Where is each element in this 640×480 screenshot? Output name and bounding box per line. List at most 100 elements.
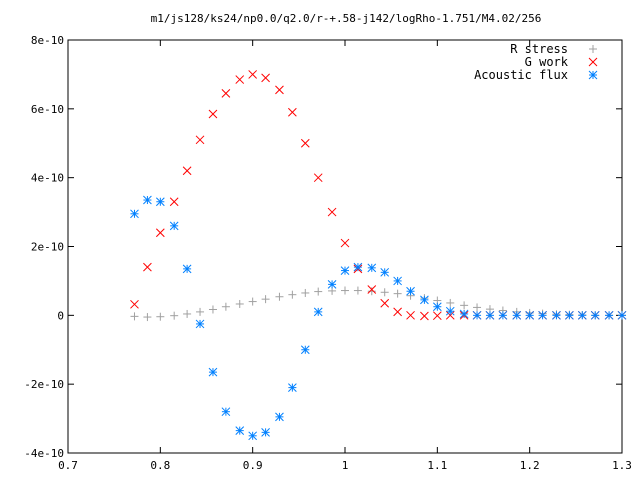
point-r-stress — [288, 290, 297, 299]
series-g-work — [130, 70, 627, 321]
point-acoustic-flux — [169, 221, 179, 231]
point-acoustic-flux — [590, 310, 600, 320]
point-g-work — [300, 138, 310, 148]
point-g-work — [155, 228, 165, 238]
point-acoustic-flux — [130, 209, 139, 219]
point-r-stress — [208, 305, 217, 314]
point-r-stress — [353, 286, 362, 295]
x-tick-label: 0.7 — [58, 459, 78, 472]
point-g-work — [420, 311, 429, 321]
point-acoustic-flux — [235, 426, 245, 435]
point-acoustic-flux — [313, 307, 323, 317]
x-tick-label: 1 — [342, 459, 349, 472]
point-acoustic-flux — [604, 310, 614, 320]
y-axis-ticks: -4e-10 -2e-10 0 2e-10 4e-10 6e-10 8e-10 — [24, 34, 622, 460]
point-r-stress — [235, 299, 244, 308]
point-acoustic-flux — [393, 276, 402, 286]
point-g-work — [130, 299, 139, 309]
x-tick-label: 0.8 — [150, 459, 170, 472]
point-r-stress — [221, 302, 230, 311]
point-acoustic-flux — [512, 310, 522, 320]
x-tick-label: 1.3 — [612, 459, 632, 472]
point-acoustic-flux — [577, 310, 587, 320]
point-g-work — [195, 135, 205, 145]
point-r-stress — [261, 295, 270, 304]
point-acoustic-flux — [208, 367, 218, 377]
x-tick-label: 0.9 — [243, 459, 263, 472]
point-acoustic-flux — [155, 197, 165, 207]
legend-label: Acoustic flux — [474, 68, 568, 82]
point-g-work — [393, 307, 402, 317]
point-r-stress — [393, 289, 402, 298]
point-r-stress — [341, 286, 349, 295]
point-g-work — [380, 298, 390, 308]
point-acoustic-flux — [445, 306, 455, 316]
point-g-work — [275, 85, 284, 95]
x-axis-ticks: 0.7 0.8 0.9 1 1.1 1.2 1.3 — [58, 40, 632, 472]
point-g-work — [445, 310, 455, 320]
point-r-stress — [460, 301, 469, 310]
point-r-stress — [314, 287, 323, 296]
point-g-work — [235, 75, 245, 84]
legend-marker-r-stress — [589, 45, 597, 53]
legend-item-acoustic-flux: Acoustic flux — [474, 68, 598, 82]
point-r-stress — [301, 288, 310, 297]
chart-title: m1/js128/ks24/np0.0/q2.0/r-+.58-j142/log… — [151, 12, 542, 25]
point-r-stress — [156, 312, 165, 321]
point-r-stress — [473, 303, 482, 312]
series-r-stress — [130, 286, 626, 322]
point-acoustic-flux — [327, 280, 337, 289]
legend-label: R stress — [510, 42, 568, 56]
point-acoustic-flux — [432, 302, 442, 312]
point-acoustic-flux — [538, 310, 547, 320]
point-acoustic-flux — [459, 309, 469, 319]
legend-label: G work — [525, 55, 569, 69]
legend-marker-acoustic-flux — [588, 70, 598, 80]
point-r-stress — [248, 297, 257, 306]
axes: 0.7 0.8 0.9 1 1.1 1.2 1.3 -4e-10 -2e-10 0 2e-10 4e… — [24, 34, 632, 472]
legend-marker-g-work — [588, 57, 598, 67]
y-tick-label: 2e-10 — [31, 241, 64, 254]
series-acoustic-flux — [130, 195, 627, 441]
point-g-work — [248, 70, 258, 79]
x-tick-label: 1.2 — [520, 459, 540, 472]
point-acoustic-flux — [498, 310, 508, 320]
point-acoustic-flux — [485, 310, 495, 320]
point-acoustic-flux — [565, 310, 574, 320]
point-acoustic-flux — [353, 262, 363, 272]
point-acoustic-flux — [406, 286, 415, 296]
point-g-work — [169, 197, 179, 207]
point-acoustic-flux — [340, 266, 350, 275]
y-tick-label: -4e-10 — [24, 447, 64, 460]
point-r-stress — [367, 287, 376, 296]
point-r-stress — [183, 309, 192, 318]
point-acoustic-flux — [367, 263, 377, 273]
point-g-work — [143, 262, 152, 272]
point-g-work — [261, 73, 270, 83]
y-tick-label: 6e-10 — [31, 103, 64, 116]
point-r-stress — [275, 292, 284, 301]
x-tick-label: 1.1 — [427, 459, 447, 472]
point-g-work — [208, 109, 218, 119]
point-acoustic-flux — [552, 310, 561, 320]
series-layer — [130, 70, 627, 441]
point-r-stress — [446, 298, 455, 307]
point-r-stress — [196, 307, 205, 316]
point-g-work — [340, 238, 350, 248]
point-acoustic-flux — [380, 267, 390, 277]
point-g-work — [182, 166, 192, 176]
point-acoustic-flux — [143, 195, 152, 205]
y-tick-label: -2e-10 — [24, 378, 64, 391]
point-r-stress — [130, 312, 139, 321]
point-g-work — [432, 311, 442, 321]
point-g-work — [406, 310, 415, 320]
point-acoustic-flux — [195, 319, 205, 329]
point-acoustic-flux — [288, 383, 297, 392]
point-g-work — [221, 88, 231, 98]
point-acoustic-flux — [617, 310, 627, 320]
point-acoustic-flux — [472, 310, 482, 320]
point-g-work — [327, 207, 337, 217]
point-r-stress — [380, 288, 389, 297]
